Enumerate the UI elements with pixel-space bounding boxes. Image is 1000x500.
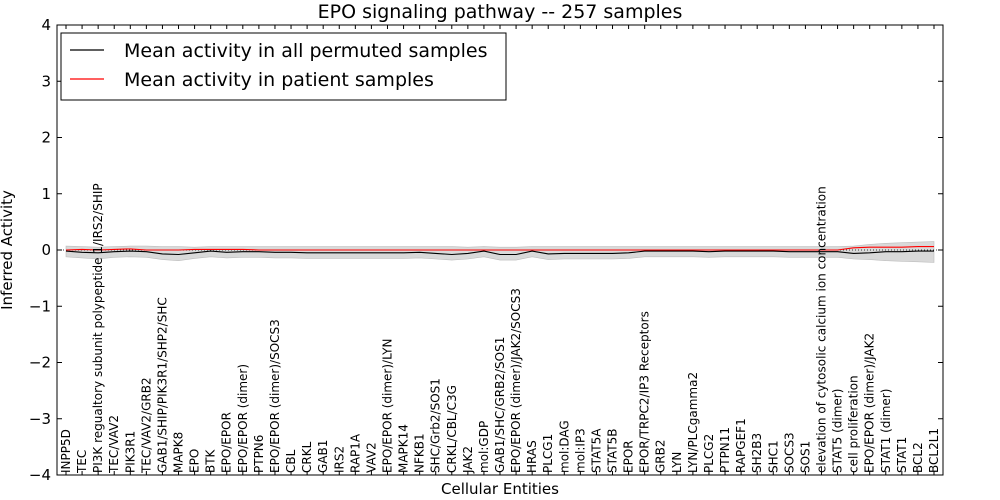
legend-label-permuted: Mean activity in all permuted samples xyxy=(124,40,487,62)
legend: Mean activity in all permuted samples Me… xyxy=(60,32,507,101)
category-label: mol:IP3 xyxy=(573,428,587,473)
category-label: elevation of cytosolic calcium ion conce… xyxy=(815,186,829,473)
category-label: SHC1 xyxy=(766,440,780,473)
category-label: PTPN6 xyxy=(252,435,266,473)
category-label: PTPN11 xyxy=(718,427,732,473)
category-label: STAT1 xyxy=(895,437,909,473)
y-tick-label: −2 xyxy=(29,354,51,372)
category-label: LYN xyxy=(670,452,684,473)
category-label: GAB1/SHIP/PIK3R1/SHP2/SHC xyxy=(155,297,169,473)
category-label: STAT1 (dimer) xyxy=(879,389,893,473)
x-axis-label: Cellular Entities xyxy=(441,480,559,498)
category-label: CBL xyxy=(284,449,298,473)
category-label: HRAS xyxy=(525,440,539,473)
legend-label-patient: Mean activity in patient samples xyxy=(124,69,434,91)
y-tick-label: −4 xyxy=(29,466,51,484)
category-label: BCL2 xyxy=(911,442,925,473)
category-labels: INPP5D TEC PI3K regualtory subunit polypep… xyxy=(59,183,941,474)
category-label: EPO/EPOR (dimer)/SOCS3 xyxy=(268,319,282,473)
category-label: TEC xyxy=(75,450,89,474)
category-label: SOS1 xyxy=(798,441,812,473)
category-label: VAV2 xyxy=(364,442,378,473)
category-label: IRS2 xyxy=(332,446,346,473)
category-label: GAB1 xyxy=(316,440,330,473)
category-label: BTK xyxy=(204,448,218,473)
category-label: GRB2 xyxy=(654,439,668,473)
category-label: MAPK14 xyxy=(397,424,411,473)
chart-title: EPO signaling pathway -- 257 samples xyxy=(318,1,683,23)
category-label: PLCG2 xyxy=(702,434,716,473)
category-label: EPO xyxy=(188,449,202,473)
category-label: STAT5 (dimer) xyxy=(831,389,845,473)
category-label: mol:GDP xyxy=(477,421,491,473)
category-label: LYN/PLCgamma2 xyxy=(686,372,700,473)
category-label: TEC/VAV2 xyxy=(107,415,121,474)
category-label: TEC/VAV2/GRB2 xyxy=(139,377,153,474)
category-label: STAT5B xyxy=(606,429,620,474)
category-label: MAPK8 xyxy=(172,432,186,473)
category-label: SH2B3 xyxy=(750,433,764,473)
category-label: BCL2L1 xyxy=(927,428,941,473)
y-tick-label: 3 xyxy=(41,72,51,90)
category-label: EPO/EPOR xyxy=(220,412,234,473)
category-label: SOCS3 xyxy=(782,432,796,473)
series-line-patient xyxy=(65,246,934,251)
category-label: RAPGEF1 xyxy=(734,418,748,473)
category-label: EPO/EPOR (dimer) xyxy=(236,364,250,473)
category-label: SHC/Grb2/SOS1 xyxy=(429,378,443,473)
category-label: GAB1/SHC/GRB2/SOS1 xyxy=(493,337,507,473)
plot-frame xyxy=(56,24,944,476)
y-tick-label: 1 xyxy=(41,185,51,203)
category-label: EPO/EPOR (dimer)/JAK2/SOCS3 xyxy=(509,288,523,473)
category-label: PLCG1 xyxy=(541,434,555,473)
legend-box xyxy=(60,32,507,101)
category-label: PI3K regualtory subunit polypeptide 1/IR… xyxy=(91,183,105,473)
y-tick-label: 2 xyxy=(41,129,51,147)
permuted-band xyxy=(65,241,935,263)
category-label: PIK3R1 xyxy=(123,431,137,473)
y-tick-label: −3 xyxy=(29,410,51,428)
category-label: EPO/EPOR (dimer)/JAK2 xyxy=(863,333,877,473)
tick-layer: −4 −3 −2 −1 0 1 2 3 4 xyxy=(29,16,943,484)
category-label: NFKB1 xyxy=(413,433,427,473)
category-label: CRKL/CBL/C3G xyxy=(445,385,459,473)
plot-layer xyxy=(57,241,943,263)
category-label: JAK2 xyxy=(461,446,475,474)
y-tick-label: 0 xyxy=(41,241,51,259)
category-label: CRKL xyxy=(300,441,314,473)
y-tick-label: −1 xyxy=(29,297,51,315)
series-line-permuted xyxy=(65,250,934,256)
category-label: RAP1A xyxy=(348,433,362,473)
category-label: STAT5A xyxy=(589,428,603,473)
y-axis-label: Inferred Activity xyxy=(0,190,16,310)
category-label: EPOR xyxy=(622,440,636,473)
category-label: EPO/EPOR (dimer)/LYN xyxy=(381,339,395,473)
category-label: INPP5D xyxy=(59,429,73,473)
category-label: EPOR/TRPC2/IP3 Receptors xyxy=(638,311,652,473)
category-label: cell proliferation xyxy=(847,375,861,473)
y-tick-label: 4 xyxy=(41,16,51,34)
category-label: mol:DAG xyxy=(557,420,571,473)
